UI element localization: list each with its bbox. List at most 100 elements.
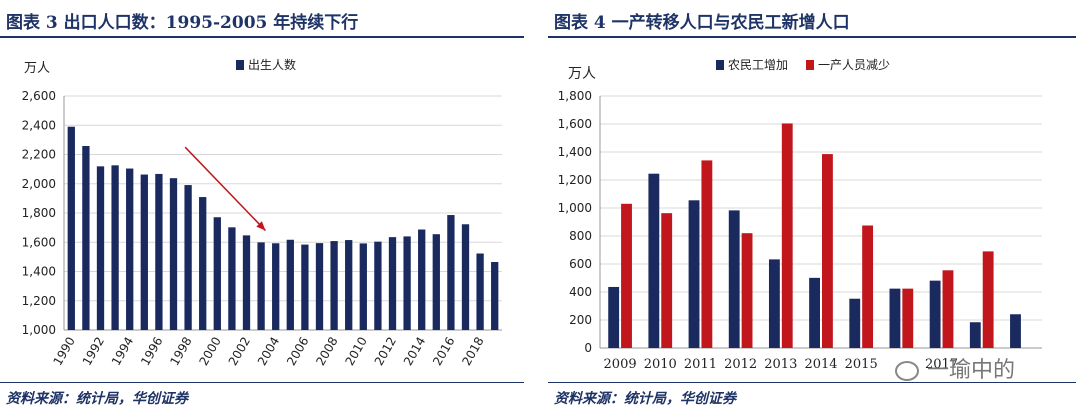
y-tick-label: 1,400 bbox=[558, 145, 592, 159]
y-tick-label: 2,000 bbox=[22, 177, 56, 191]
y-tick-label: 2,200 bbox=[22, 148, 56, 162]
bar bbox=[184, 185, 192, 330]
bar bbox=[849, 298, 861, 348]
y-tick-label: 1,600 bbox=[558, 117, 592, 131]
x-tick-label: 2012 bbox=[372, 335, 399, 368]
chart-panel-1: 图表 3 出口人口数：1995-2005 年持续下行 1,000 1,200 1,4… bbox=[0, 0, 524, 416]
bar bbox=[345, 240, 353, 330]
chart-panel-2: 图表 4 一产转移人口与农民工新增人口 0 200 400 600 800 1,000 1,… bbox=[548, 0, 1076, 416]
chart-1-source: 资料来源：统计局，华创证券 bbox=[6, 391, 188, 407]
bar bbox=[809, 277, 820, 348]
y-axis-label: 万人 bbox=[24, 61, 50, 76]
x-tick-label: 2011 bbox=[684, 357, 717, 372]
x-tick-label: 2017 bbox=[925, 357, 958, 372]
y-tick-label: 1,800 bbox=[558, 89, 592, 103]
bar bbox=[199, 197, 207, 330]
legend-swatch bbox=[806, 60, 814, 70]
chart-2-source: 资料来源：统计局，华创证券 bbox=[554, 391, 736, 407]
bar bbox=[781, 123, 793, 348]
bar bbox=[661, 213, 673, 348]
bar bbox=[403, 236, 411, 330]
bar bbox=[432, 234, 440, 330]
chart-1-svg: 1,000 1,200 1,400 1,600 1,800 2,000 2,200 2,400… bbox=[22, 57, 502, 368]
bar bbox=[272, 243, 280, 330]
x-tick-label: 2002 bbox=[226, 335, 253, 368]
watermark: 一瑜中的 bbox=[895, 352, 1015, 384]
x-tick-label: 1998 bbox=[167, 335, 194, 368]
y-axis-label: 万人 bbox=[568, 66, 596, 82]
source-rule bbox=[548, 382, 1076, 383]
x-tick-label: 2000 bbox=[197, 335, 224, 368]
bar bbox=[929, 280, 941, 348]
bar bbox=[257, 242, 265, 330]
legend-label: 出生人数 bbox=[248, 57, 296, 72]
bar bbox=[688, 200, 700, 348]
x-tick-label: 2009 bbox=[604, 357, 637, 372]
y-tick-label: 1,400 bbox=[22, 265, 56, 279]
bar bbox=[301, 244, 309, 330]
x-tick-label: 2018 bbox=[459, 334, 486, 367]
bar bbox=[140, 174, 148, 330]
trend-arrow bbox=[184, 146, 267, 232]
y-tick-label: 1,200 bbox=[558, 173, 592, 187]
x-tick-label: 2015 bbox=[845, 357, 878, 372]
legend-swatch bbox=[236, 60, 244, 70]
y-tick-label: 600 bbox=[569, 257, 592, 271]
bar bbox=[111, 165, 119, 330]
bar bbox=[169, 178, 178, 330]
x-tick-label: 2010 bbox=[343, 335, 370, 368]
bar bbox=[126, 168, 134, 330]
y-tick-label: 0 bbox=[584, 341, 592, 355]
bar bbox=[461, 224, 470, 330]
chart-2-svg: 0 200 400 600 800 1,000 1,200 1,400 1,600 1,800 万人… bbox=[558, 58, 1042, 372]
bar bbox=[969, 322, 981, 348]
x-tick-label: 2016 bbox=[430, 335, 457, 368]
x-tick-label: 1990 bbox=[51, 335, 78, 368]
y-tick-label: 1,200 bbox=[22, 294, 56, 308]
bar bbox=[862, 225, 874, 348]
trend-arrow-head bbox=[256, 221, 266, 231]
bar bbox=[82, 146, 90, 330]
x-tick-label: 2014 bbox=[401, 335, 428, 368]
bar bbox=[621, 203, 632, 348]
bar bbox=[418, 229, 426, 330]
chart-2-title: 图表 4 一产转移人口与农民工新增人口 bbox=[554, 13, 850, 33]
bar bbox=[388, 237, 397, 330]
bar bbox=[476, 253, 484, 330]
x-tick-label: 2004 bbox=[255, 335, 282, 368]
bar bbox=[902, 288, 914, 348]
y-tick-label: 1,800 bbox=[22, 206, 56, 220]
bar bbox=[228, 227, 236, 330]
x-tick-label: 2013 bbox=[764, 357, 797, 372]
y-tick-label: 2,600 bbox=[22, 89, 56, 103]
legend-swatch bbox=[716, 60, 724, 70]
x-tick-label: 1996 bbox=[138, 335, 165, 368]
title-rule bbox=[0, 36, 524, 38]
y-tick-label: 1,000 bbox=[22, 323, 56, 337]
bar bbox=[286, 239, 294, 330]
x-tick-label: 2010 bbox=[644, 357, 677, 372]
y-tick-label: 1,600 bbox=[22, 235, 56, 249]
bar bbox=[330, 241, 338, 330]
bar bbox=[728, 210, 740, 348]
bar bbox=[608, 286, 620, 348]
y-tick-label: 200 bbox=[569, 313, 592, 327]
x-tick-label: 2008 bbox=[313, 335, 340, 368]
x-tick-label: 1992 bbox=[80, 335, 107, 368]
bar bbox=[315, 243, 324, 330]
bar bbox=[359, 243, 367, 330]
bar bbox=[155, 173, 163, 330]
bar bbox=[491, 261, 499, 330]
bar bbox=[1010, 314, 1021, 348]
bar bbox=[447, 215, 455, 330]
y-tick-label: 2,400 bbox=[22, 118, 56, 132]
y-tick-label: 800 bbox=[569, 229, 592, 243]
y-tick-label: 1,000 bbox=[558, 201, 592, 215]
x-tick-label: 2006 bbox=[284, 335, 311, 368]
bar bbox=[982, 251, 994, 348]
bar bbox=[213, 217, 221, 330]
bar bbox=[648, 173, 660, 348]
source-rule bbox=[0, 382, 524, 383]
y-tick-label: 400 bbox=[569, 285, 592, 299]
x-tick-label: 1994 bbox=[109, 335, 136, 368]
